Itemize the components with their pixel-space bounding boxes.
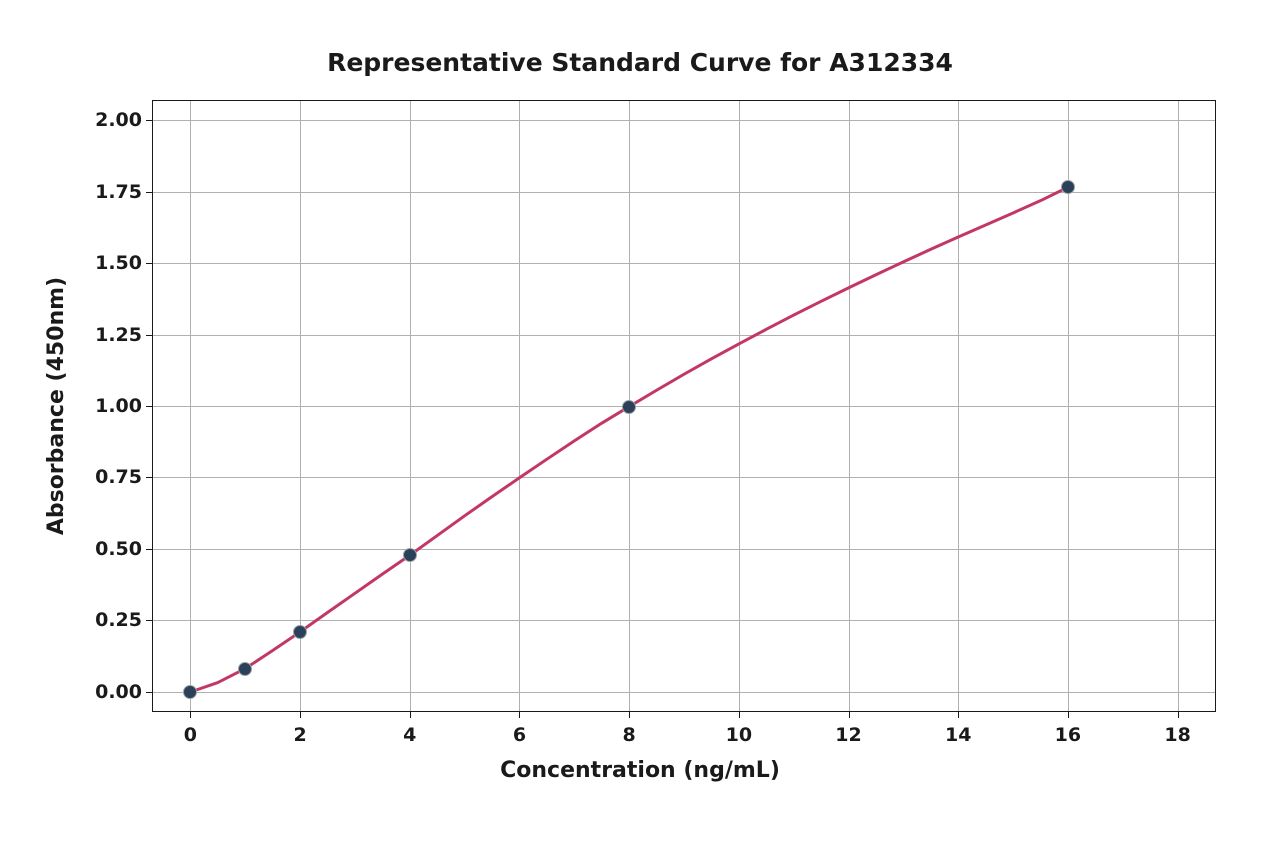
y-tick-label: 1.25 <box>82 324 142 346</box>
y-tick-label: 0.75 <box>82 466 142 488</box>
x-tick-label: 4 <box>403 724 416 746</box>
x-tick-label: 6 <box>513 724 526 746</box>
x-tick-label: 0 <box>184 724 197 746</box>
data-point <box>183 685 197 699</box>
y-tick-label: 2.00 <box>82 109 142 131</box>
data-point <box>403 548 417 562</box>
x-tick <box>739 712 740 718</box>
x-tick <box>300 712 301 718</box>
x-tick-label: 14 <box>945 724 971 746</box>
y-tick-label: 0.50 <box>82 538 142 560</box>
y-tick-label: 1.00 <box>82 395 142 417</box>
x-axis-label: Concentration (ng/mL) <box>0 758 1280 783</box>
chart-title: Representative Standard Curve for A31233… <box>0 48 1280 77</box>
x-tick <box>629 712 630 718</box>
y-tick-label: 0.25 <box>82 609 142 631</box>
x-tick <box>849 712 850 718</box>
x-tick <box>519 712 520 718</box>
y-tick-label: 0.00 <box>82 681 142 703</box>
standard-curve-line <box>152 100 1216 712</box>
data-point <box>238 662 252 676</box>
x-tick <box>1178 712 1179 718</box>
y-axis-label: Absorbance (450nm) <box>44 100 69 712</box>
x-tick <box>410 712 411 718</box>
data-point <box>293 625 307 639</box>
x-tick-label: 12 <box>835 724 861 746</box>
x-tick <box>958 712 959 718</box>
x-tick-label: 16 <box>1055 724 1081 746</box>
x-tick <box>1068 712 1069 718</box>
plot-area: 0246810121416180.000.250.500.751.001.251… <box>152 100 1216 712</box>
x-tick-label: 8 <box>623 724 636 746</box>
y-tick-label: 1.50 <box>82 252 142 274</box>
x-tick <box>190 712 191 718</box>
x-tick-label: 18 <box>1164 724 1190 746</box>
x-tick-label: 10 <box>726 724 752 746</box>
data-point <box>622 400 636 414</box>
x-tick-label: 2 <box>293 724 306 746</box>
data-point <box>1061 180 1075 194</box>
chart-container: Representative Standard Curve for A31233… <box>0 0 1280 845</box>
y-tick-label: 1.75 <box>82 181 142 203</box>
